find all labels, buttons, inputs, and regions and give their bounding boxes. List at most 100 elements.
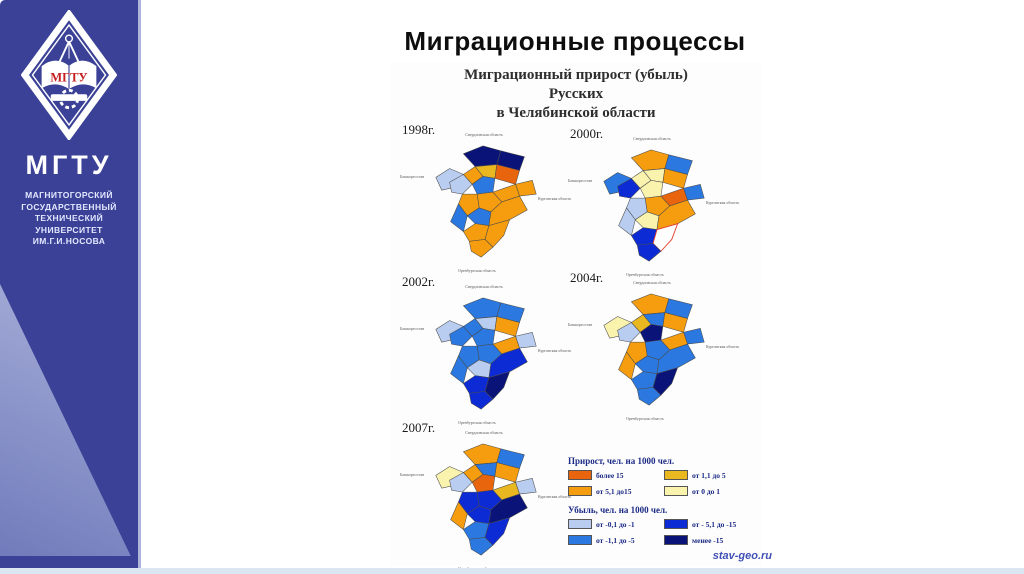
sidebar-bottom-band: [0, 556, 138, 568]
district-cell: [468, 239, 494, 258]
page-title: Миграционные процессы: [404, 26, 746, 56]
map-year-label: 2002г.: [402, 274, 436, 289]
sidebar-edge-line: [138, 0, 141, 568]
legend-swatch: [568, 470, 592, 480]
map-block-2000г.: 2000г. Свердловская область Башкортостан Ку…: [568, 126, 744, 278]
district-cell: [617, 178, 641, 199]
neighbor-region-label: Оренбургская область: [626, 416, 664, 421]
legend-label: менее -15: [692, 535, 724, 545]
legend-label: от 0 до 1: [692, 486, 721, 496]
legend-swatch: [664, 535, 688, 545]
district-cell: [471, 474, 496, 493]
neighbor-region-label: Башкортостан: [400, 472, 425, 477]
legend-growth-items: более 15 от 1,1 до 5 от 5,1 до15 от 0 до 1: [568, 470, 758, 496]
bottom-strip: [0, 568, 1024, 574]
neighbor-region-label: Свердловская область: [465, 284, 503, 289]
district-cell: [462, 145, 502, 167]
legend-label: от -1,1 до -5: [596, 535, 635, 545]
neighbor-region-label: Оренбургская область: [626, 272, 664, 277]
poster-title-line: Миграционный прирост (убыль): [464, 67, 688, 83]
legend-label: от 5,1 до15: [596, 486, 632, 496]
district-cell: [449, 174, 473, 195]
district-cell: [630, 149, 670, 171]
legend-label: от 1,1 до 5: [692, 470, 726, 480]
university-name-line: МАГНИТОГОРСКИЙ: [25, 190, 113, 200]
university-acronym: МГТУ: [25, 150, 113, 180]
district-cell: [449, 326, 473, 347]
district-cell: [462, 443, 502, 465]
legend-decline-title: Убыль, чел. на 1000 чел.: [568, 505, 668, 515]
legend-growth-title: Прирост, чел. на 1000 чел.: [568, 456, 675, 466]
neighbor-region-label: Курганская область: [706, 200, 740, 205]
neighbor-region-label: Оренбургская область: [458, 420, 496, 425]
district-cell: [449, 472, 473, 493]
neighbor-region-label: Башкортостан: [568, 178, 593, 183]
legend-swatch: [568, 486, 592, 496]
district-cell: [617, 322, 641, 343]
neighbor-region-label: Курганская область: [538, 494, 572, 499]
map-year-label: 2004г.: [570, 270, 604, 285]
university-name-line: ИМ.Г.И.НОСОВА: [32, 236, 106, 246]
choropleth-map-2002г.: [435, 297, 537, 410]
legend-item: от 5,1 до15: [568, 486, 662, 496]
neighbor-region-label: Свердловская область: [465, 430, 503, 435]
district-cell: [471, 176, 496, 195]
choropleth-map-2004г.: [603, 293, 705, 406]
district-cell: [630, 293, 670, 315]
compass-icon: [64, 34, 74, 43]
neighbor-region-label: Свердловская область: [465, 132, 503, 137]
district-cell: [639, 324, 664, 343]
legend-item: от 0 до 1: [664, 486, 758, 496]
neighbor-region-label: Курганская область: [538, 348, 572, 353]
legend-label: от -0,1 до -1: [596, 519, 635, 529]
map-block-2007г.: 2007г. Свердловская область Башкортостан Ку…: [400, 420, 576, 572]
map-block-2004г.: 2004г. Свердловская область Башкортостан Ку…: [568, 270, 744, 422]
university-emblem-icon: МГТУ: [21, 10, 117, 140]
legend-item: более 15: [568, 470, 662, 480]
neighbor-region-label: Башкортостан: [400, 326, 425, 331]
district-cell: [636, 243, 662, 262]
legend-swatch: [664, 486, 688, 496]
university-name-line: ТЕХНИЧЕСКИЙ: [34, 213, 104, 223]
legend-label: более 15: [596, 470, 624, 480]
legend-item: от - 5,1 до -15: [664, 519, 758, 529]
migration-maps-poster: Миграционный прирост (убыль) Русских в Ч…: [390, 62, 772, 571]
map-year-label: 1998г.: [402, 122, 436, 137]
choropleth-map-2007г.: [435, 443, 537, 556]
district-cell: [462, 297, 502, 319]
legend-swatch: [568, 519, 592, 529]
choropleth-map-1998г.: [435, 145, 537, 258]
university-name-line: ГОСУДАРСТВЕННЫЙ: [21, 201, 117, 212]
district-cell: [468, 391, 494, 410]
university-sidebar: МГТУ МГТУ МАГНИТОГОРСКИЙ ГОСУДАРСТВЕННЫЙ…: [0, 0, 138, 568]
legend-item: менее -15: [664, 535, 758, 545]
neighbor-region-label: Башкортостан: [568, 322, 593, 327]
neighbor-region-label: Курганская область: [706, 344, 740, 349]
neighbor-region-label: Оренбургская область: [458, 268, 496, 273]
university-name: МАГНИТОГОРСКИЙ ГОСУДАРСТВЕННЫЙ ТЕХНИЧЕСК…: [0, 190, 138, 248]
neighbor-region-label: Курганская область: [538, 196, 572, 201]
watermark-stav-geo: stav-geo.ru: [712, 550, 772, 562]
neighbor-region-label: Башкортостан: [400, 174, 425, 179]
legend-decline-items: от -0,1 до -1 от - 5,1 до -15 от -1,1 до -…: [568, 519, 758, 545]
district-cell: [639, 180, 664, 199]
map-block-1998г.: 1998г. Свердловская область Башкортостан Ку…: [400, 122, 576, 274]
legend-item: от 1,1 до 5: [664, 470, 758, 480]
legend-item: от -0,1 до -1: [568, 519, 662, 529]
poster-title-line: в Челябинской области: [496, 105, 656, 121]
map-year-label: 2007г.: [402, 420, 436, 435]
neighbor-region-label: Свердловская область: [633, 280, 671, 285]
choropleth-map-2000г.: [603, 149, 705, 262]
legend-swatch: [664, 470, 688, 480]
poster-title-line: Русских: [548, 86, 604, 102]
district-cell: [636, 387, 662, 406]
map-block-2002г.: 2002г. Свердловская область Башкортостан Ку…: [400, 274, 576, 426]
legend-swatch: [664, 519, 688, 529]
poster-title: Миграционный прирост (убыль) Русских в Ч…: [390, 66, 762, 123]
district-cell: [468, 537, 494, 556]
legend-item: от -1,1 до -5: [568, 535, 662, 545]
district-cell: [471, 328, 496, 347]
emblem-banner: [50, 94, 88, 101]
map-year-label: 2000г.: [570, 126, 604, 141]
